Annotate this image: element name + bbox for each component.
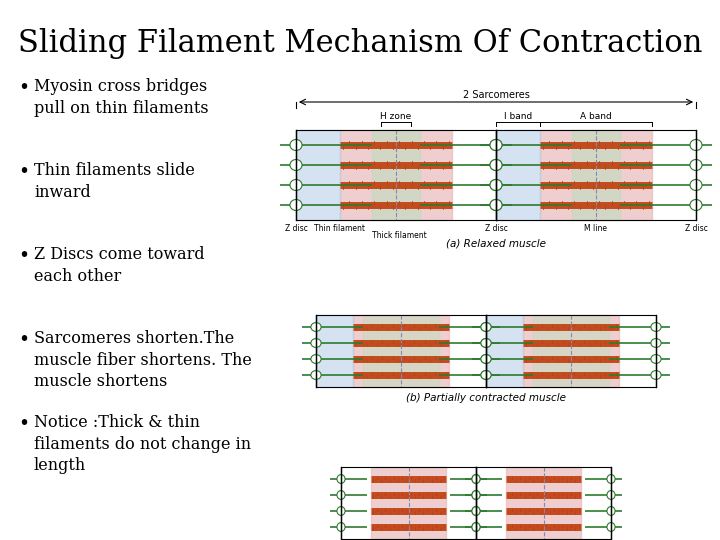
Ellipse shape	[490, 159, 502, 171]
Ellipse shape	[481, 322, 491, 332]
Bar	[372, 130, 420, 220]
Text: Z disc: Z disc	[485, 224, 508, 233]
Text: Sliding Filament Mechanism Of Contraction: Sliding Filament Mechanism Of Contractio…	[18, 28, 702, 59]
Ellipse shape	[472, 475, 480, 483]
Ellipse shape	[472, 475, 480, 483]
Bar	[486, 315, 523, 387]
Text: 2 Sarcomeres: 2 Sarcomeres	[462, 90, 529, 100]
Ellipse shape	[651, 355, 661, 363]
Text: Myosin cross bridges
pull on thin filaments: Myosin cross bridges pull on thin filame…	[34, 78, 209, 117]
Text: •: •	[18, 330, 29, 349]
Ellipse shape	[472, 523, 480, 531]
Ellipse shape	[311, 355, 321, 363]
Ellipse shape	[690, 159, 702, 171]
Ellipse shape	[472, 507, 480, 515]
Ellipse shape	[490, 179, 502, 191]
Text: Thin filaments slide
inward: Thin filaments slide inward	[34, 162, 195, 200]
Ellipse shape	[472, 507, 480, 515]
Ellipse shape	[481, 339, 491, 347]
Ellipse shape	[290, 139, 302, 151]
Text: •: •	[18, 246, 29, 265]
Ellipse shape	[481, 355, 491, 363]
Bar	[496, 130, 540, 220]
Text: (b) Partially contracted muscle: (b) Partially contracted muscle	[406, 393, 566, 403]
Ellipse shape	[651, 339, 661, 347]
Ellipse shape	[337, 507, 345, 515]
Bar	[341, 467, 611, 539]
Bar	[354, 315, 449, 387]
Ellipse shape	[607, 491, 615, 500]
Text: •: •	[18, 78, 29, 97]
Bar	[540, 130, 652, 220]
Ellipse shape	[481, 355, 491, 363]
Ellipse shape	[651, 370, 661, 380]
Ellipse shape	[290, 179, 302, 191]
Ellipse shape	[690, 139, 702, 151]
Bar	[340, 130, 452, 220]
Text: Sarcomeres shorten.The
muscle fiber shortens. The
muscle shortens: Sarcomeres shorten.The muscle fiber shor…	[34, 330, 252, 390]
Text: M line: M line	[585, 224, 608, 233]
Text: A band: A band	[580, 112, 612, 121]
Text: H zone: H zone	[380, 112, 412, 121]
Ellipse shape	[311, 370, 321, 380]
Ellipse shape	[290, 199, 302, 211]
Ellipse shape	[490, 139, 502, 151]
Ellipse shape	[481, 322, 491, 332]
Ellipse shape	[290, 159, 302, 171]
Bar	[316, 315, 656, 387]
Text: (a) Relaxed muscle: (a) Relaxed muscle	[446, 239, 546, 249]
Ellipse shape	[337, 523, 345, 531]
Ellipse shape	[490, 199, 502, 211]
Text: Z disc: Z disc	[284, 224, 307, 233]
Ellipse shape	[651, 322, 661, 332]
Ellipse shape	[481, 339, 491, 347]
Ellipse shape	[311, 339, 321, 347]
Ellipse shape	[481, 370, 491, 380]
Bar	[572, 130, 620, 220]
Bar	[371, 467, 446, 539]
Ellipse shape	[690, 199, 702, 211]
Ellipse shape	[607, 507, 615, 515]
Text: Thick filament: Thick filament	[372, 231, 427, 240]
Ellipse shape	[337, 491, 345, 500]
Ellipse shape	[607, 475, 615, 483]
Bar	[362, 315, 439, 387]
Text: Z Discs come toward
each other: Z Discs come toward each other	[34, 246, 204, 285]
Ellipse shape	[490, 199, 502, 211]
Ellipse shape	[690, 179, 702, 191]
Text: Z disc: Z disc	[685, 224, 708, 233]
Bar	[296, 130, 696, 220]
Bar	[505, 467, 581, 539]
Ellipse shape	[490, 159, 502, 171]
Ellipse shape	[607, 523, 615, 531]
Bar	[523, 315, 618, 387]
Text: •: •	[18, 414, 29, 433]
Ellipse shape	[337, 475, 345, 483]
Bar	[296, 130, 340, 220]
Text: Thin filament: Thin filament	[315, 224, 366, 233]
Ellipse shape	[472, 491, 480, 500]
Ellipse shape	[490, 139, 502, 151]
Text: I band: I band	[504, 112, 532, 121]
Text: Notice :Thick & thin
filaments do not change in
length: Notice :Thick & thin filaments do not ch…	[34, 414, 251, 474]
Ellipse shape	[481, 370, 491, 380]
Ellipse shape	[490, 179, 502, 191]
Ellipse shape	[472, 523, 480, 531]
Ellipse shape	[311, 322, 321, 332]
Bar	[533, 315, 610, 387]
Bar	[316, 315, 354, 387]
Text: •: •	[18, 162, 29, 181]
Ellipse shape	[472, 491, 480, 500]
